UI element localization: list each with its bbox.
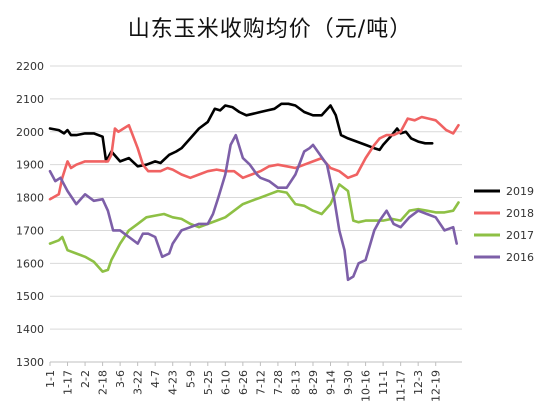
legend-label-2019: 2019 xyxy=(506,185,534,198)
y-tick-label: 1900 xyxy=(16,159,44,172)
x-tick-label: 3-22 xyxy=(132,370,145,395)
y-tick-label: 1400 xyxy=(16,323,44,336)
y-tick-label: 1800 xyxy=(16,192,44,205)
series-line-2017 xyxy=(48,183,460,273)
legend-label-2016: 2016 xyxy=(506,251,534,264)
y-tick-label: 1700 xyxy=(16,224,44,237)
y-tick-label: 2000 xyxy=(16,126,44,139)
x-tick-label: 4-7 xyxy=(149,370,162,388)
gridlines xyxy=(50,65,462,363)
y-tick-label: 1300 xyxy=(16,356,44,369)
series-line-2018 xyxy=(48,115,460,201)
x-tick-label: 4-23 xyxy=(167,370,180,395)
chart-title: 山东玉米收购均价（元/吨） xyxy=(128,17,412,42)
y-tick-label: 1600 xyxy=(16,257,44,270)
x-tick-label: 11-17 xyxy=(395,370,408,402)
x-tick-label: 6-26 xyxy=(237,370,250,395)
x-tick-label: 5-9 xyxy=(184,370,197,388)
x-tick-label: 8-29 xyxy=(307,370,320,395)
y-tick-label: 2100 xyxy=(16,93,44,106)
x-tick-label: 8-13 xyxy=(289,370,302,395)
x-tick-label: 9-30 xyxy=(342,370,355,395)
y-tick-label: 1500 xyxy=(16,290,44,303)
x-tick-label: 11-1 xyxy=(377,370,390,395)
x-tick-label: 6-10 xyxy=(219,370,232,395)
axes: 1300 1400 1500 1600 1700 1800 1900 2000 2100 2200… xyxy=(16,60,462,402)
x-tick-label: 10-16 xyxy=(360,370,373,402)
x-tick-label: 12-3 xyxy=(412,370,425,395)
x-tick-label: 2-2 xyxy=(79,370,92,388)
x-tick-label: 9-14 xyxy=(325,370,338,395)
series-line-2016 xyxy=(48,133,459,282)
series-line-2019 xyxy=(48,102,434,168)
x-tick-label: 7-28 xyxy=(272,370,285,395)
x-tick-label: 2-18 xyxy=(97,370,110,395)
y-tick-label: 2200 xyxy=(16,60,44,73)
x-tick-label: 12-19 xyxy=(430,370,443,402)
x-tick-label: 3-6 xyxy=(114,370,127,388)
x-tick-label: 7-12 xyxy=(254,370,267,395)
x-tick-label: 1-17 xyxy=(62,370,75,395)
legend-label-2017: 2017 xyxy=(506,229,534,242)
legend-label-2018: 2018 xyxy=(506,207,534,220)
series-lines xyxy=(48,102,460,282)
legend: 2019 2018 2017 2016 xyxy=(474,185,534,264)
x-tick-label: 1-1 xyxy=(44,370,57,388)
x-tick-label: 5-25 xyxy=(202,370,215,395)
